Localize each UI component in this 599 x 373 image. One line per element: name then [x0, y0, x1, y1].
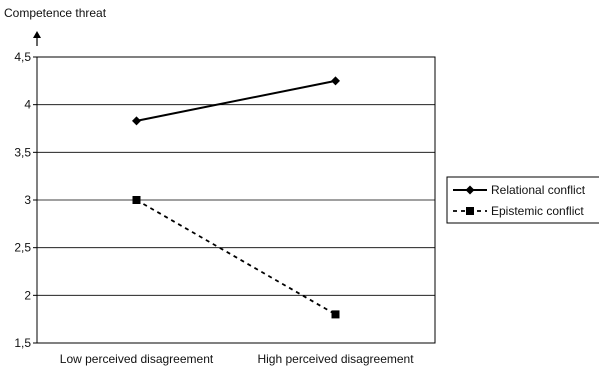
legend-marker	[466, 207, 474, 215]
legend-box	[446, 176, 599, 224]
legend-label: Relational conflict	[491, 183, 586, 197]
data-markers	[132, 76, 340, 319]
legend-marker	[465, 185, 475, 195]
y-tick-label: 3,5	[14, 145, 31, 159]
series-line-1	[136, 79, 336, 122]
y-tick-label: 3	[24, 193, 31, 207]
y-axis-title: Competence threat	[4, 6, 107, 20]
data-point	[132, 196, 141, 204]
legend-label: Epistemic conflict	[491, 204, 584, 218]
y-tick-label: 2	[24, 288, 31, 302]
series-lines	[136, 79, 336, 316]
x-category-label: Low perceived disagreement	[60, 352, 214, 366]
y-axis-arrow-icon	[33, 31, 41, 46]
y-axis-ticks: 1,5 2 2,5 3 3,5 4 4,5	[14, 50, 37, 350]
y-tick-label: 1,5	[14, 336, 31, 350]
x-category-label: High perceived disagreement	[257, 352, 414, 366]
legend: Relational conflict Epistemic conflict	[446, 176, 599, 224]
series-line-2	[136, 199, 336, 316]
y-tick-label: 2,5	[14, 241, 31, 255]
gridlines	[37, 56, 435, 344]
data-point	[331, 310, 340, 319]
y-tick-label: 4,5	[14, 50, 31, 64]
data-point	[331, 76, 340, 86]
data-point	[132, 116, 141, 126]
y-tick-label: 4	[24, 98, 31, 112]
x-axis-categories: Low perceived disagreement High perceived…	[60, 352, 414, 366]
